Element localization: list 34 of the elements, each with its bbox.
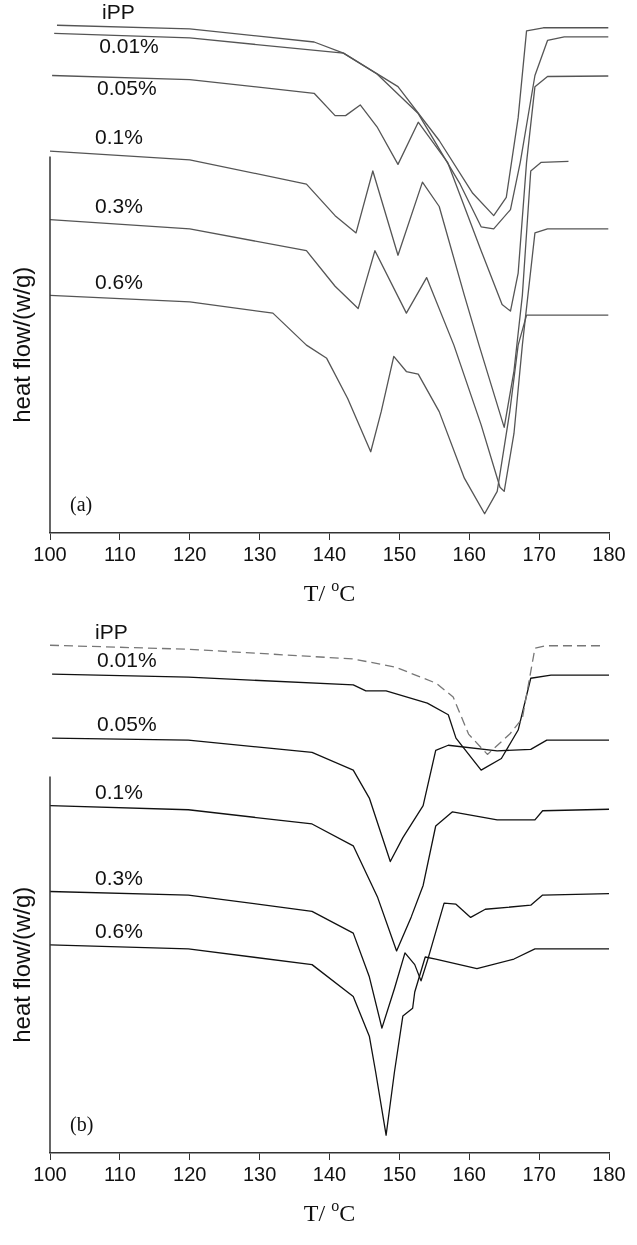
series-label: 0.05% xyxy=(97,75,157,99)
x-tick-label: 180 xyxy=(592,542,626,565)
series-label: 0.05% xyxy=(97,712,157,736)
x-tick-label: 110 xyxy=(103,1162,136,1185)
annotation: (a) xyxy=(70,493,93,516)
x-tick-label: 100 xyxy=(33,1162,67,1185)
x-tick-label: 160 xyxy=(452,542,486,565)
y-axis-title: heat flow/(w/g) xyxy=(8,266,35,423)
series-label: 0.3% xyxy=(95,194,143,217)
y-axis-title: heat flow/(w/g) xyxy=(8,886,35,1043)
series-label: 0.6% xyxy=(95,919,143,943)
series-label: 0.1% xyxy=(95,779,143,803)
x-tick-label: 170 xyxy=(522,1162,556,1185)
series-label: iPP xyxy=(95,619,128,643)
series-label: 0.6% xyxy=(95,269,143,293)
x-tick-label: 140 xyxy=(312,542,347,565)
x-tick-label: 140 xyxy=(312,1162,347,1185)
x-tick-label: 160 xyxy=(452,1162,486,1185)
x-tick-label: 120 xyxy=(173,542,207,565)
x-tick-label: 150 xyxy=(382,542,417,565)
series-label: iPP xyxy=(101,0,135,23)
x-tick-label: 120 xyxy=(173,1162,207,1185)
annotation: (b) xyxy=(70,1113,94,1136)
x-tick-label: 130 xyxy=(242,542,277,565)
x-tick-label: 180 xyxy=(592,1162,626,1185)
series-label: 0.1% xyxy=(95,125,143,149)
series-label: 0.01% xyxy=(97,648,157,672)
x-tick-label: 170 xyxy=(522,542,556,565)
x-tick-label: 100 xyxy=(33,542,67,565)
x-tick-label: 150 xyxy=(382,1162,417,1185)
series-label: 0.3% xyxy=(95,865,143,889)
series-label: 0.01% xyxy=(99,33,159,57)
x-tick-label: 130 xyxy=(242,1162,277,1185)
x-tick-label: 110 xyxy=(103,542,136,565)
